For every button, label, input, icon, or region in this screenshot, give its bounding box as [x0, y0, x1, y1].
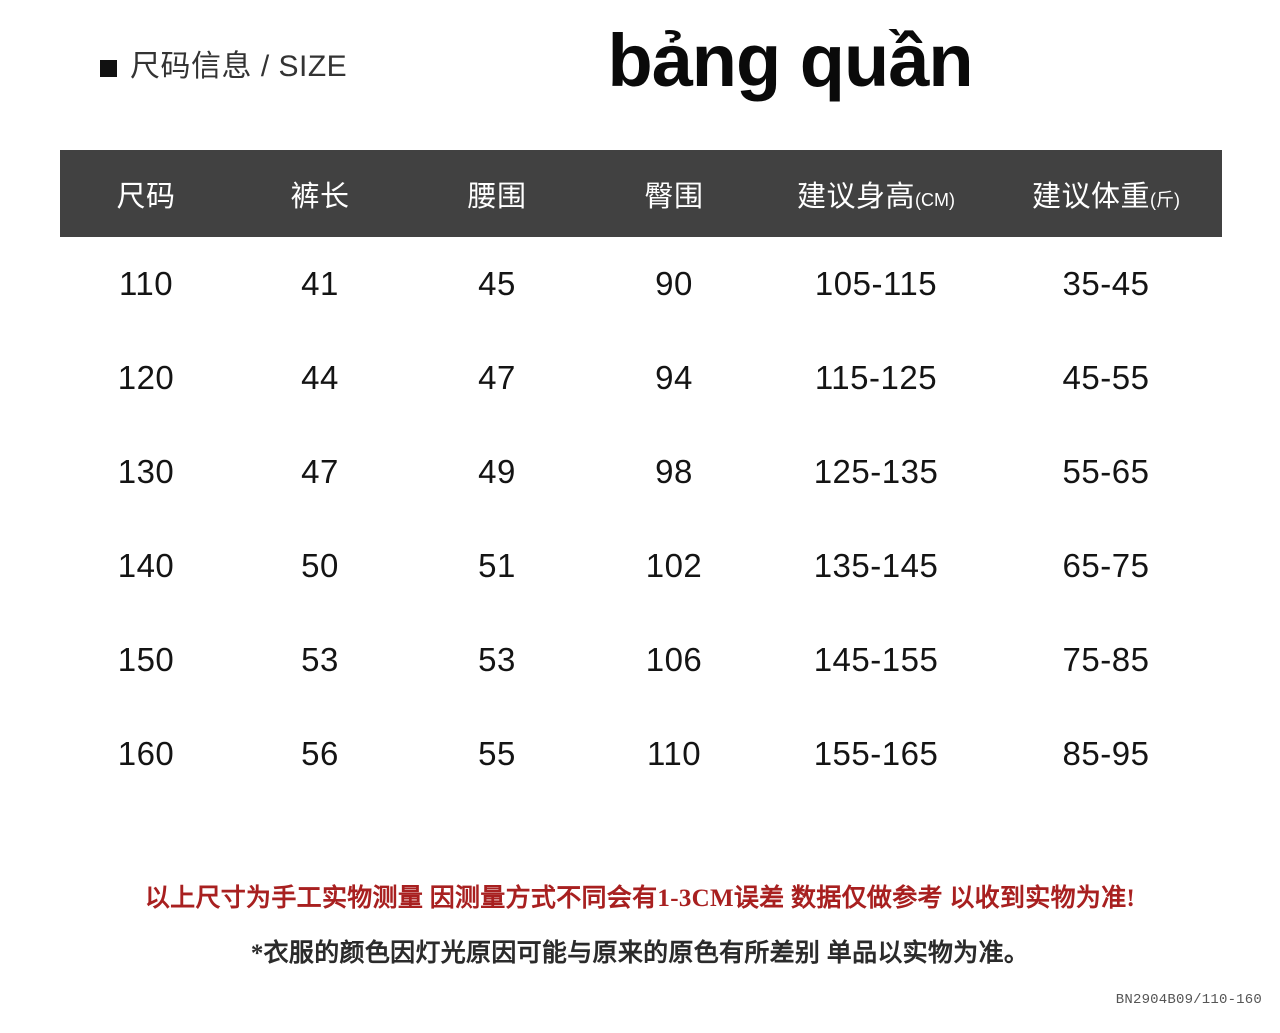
cell-size: 140 — [60, 519, 232, 613]
column-header-weight: 建议体重(斤) — [990, 150, 1222, 237]
cell-weight: 75-85 — [990, 613, 1222, 707]
cell-height: 155-165 — [762, 707, 990, 801]
column-header-pant-length: 裤长 — [232, 150, 408, 237]
cell-pant-length: 44 — [232, 331, 408, 425]
cell-height: 105-115 — [762, 237, 990, 331]
cell-hip: 94 — [586, 331, 762, 425]
cell-hip: 106 — [586, 613, 762, 707]
cell-height: 115-125 — [762, 331, 990, 425]
cell-size: 110 — [60, 237, 232, 331]
column-header-height: 建议身高(CM) — [762, 150, 990, 237]
table-body: 110 41 45 90 105-115 35-45 120 44 47 94 … — [60, 237, 1222, 801]
cell-size: 130 — [60, 425, 232, 519]
column-header-hip-label: 臀围 — [644, 180, 704, 213]
column-header-weight-label: 建议体重 — [1031, 180, 1150, 213]
column-header-weight-unit: (斤) — [1150, 189, 1180, 210]
size-info-text: 尺码信息 / SIZE — [130, 50, 348, 83]
cell-hip: 110 — [586, 707, 762, 801]
size-info-label: 尺码信息 / SIZE — [100, 52, 347, 82]
black-square-bullet-icon — [100, 60, 117, 77]
cell-size: 120 — [60, 331, 232, 425]
cell-weight: 35-45 — [990, 237, 1222, 331]
column-header-pant-length-label: 裤长 — [290, 180, 350, 213]
table-row: 110 41 45 90 105-115 35-45 — [60, 237, 1222, 331]
cell-waist: 51 — [408, 519, 586, 613]
cell-weight: 85-95 — [990, 707, 1222, 801]
column-header-hip: 臀围 — [586, 150, 762, 237]
table-row: 140 50 51 102 135-145 65-75 — [60, 519, 1222, 613]
measurement-disclaimer: 以上尺寸为手工实物测量 因测量方式不同会有1-3CM误差 数据仅做参考 以收到实… — [144, 885, 1136, 912]
cell-pant-length: 50 — [232, 519, 408, 613]
cell-height: 145-155 — [762, 613, 990, 707]
cell-pant-length: 47 — [232, 425, 408, 519]
column-header-size-label: 尺码 — [116, 180, 176, 213]
cell-weight: 55-65 — [990, 425, 1222, 519]
page-title: bảng quần — [607, 19, 973, 102]
cell-waist: 55 — [408, 707, 586, 801]
color-disclaimer: *衣服的颜色因灯光原因可能与原来的原色有所差别 单品以实物为准。 — [250, 940, 1030, 967]
column-header-height-unit: (CM) — [915, 189, 955, 210]
cell-waist: 45 — [408, 237, 586, 331]
cell-hip: 102 — [586, 519, 762, 613]
cell-height: 135-145 — [762, 519, 990, 613]
cell-hip: 90 — [586, 237, 762, 331]
table-header-row: 尺码 裤长 腰围 臀围 建议身高(CM) 建议体重(斤) — [60, 150, 1222, 237]
cell-size: 150 — [60, 613, 232, 707]
cell-size: 160 — [60, 707, 232, 801]
table-row: 150 53 53 106 145-155 75-85 — [60, 613, 1222, 707]
table-row: 160 56 55 110 155-165 85-95 — [60, 707, 1222, 801]
cell-hip: 98 — [586, 425, 762, 519]
cell-waist: 53 — [408, 613, 586, 707]
cell-weight: 45-55 — [990, 331, 1222, 425]
column-header-height-label: 建议身高 — [797, 180, 916, 213]
cell-pant-length: 53 — [232, 613, 408, 707]
table-row: 130 47 49 98 125-135 55-65 — [60, 425, 1222, 519]
cell-pant-length: 56 — [232, 707, 408, 801]
table-row: 120 44 47 94 115-125 45-55 — [60, 331, 1222, 425]
cell-height: 125-135 — [762, 425, 990, 519]
page-header: 尺码信息 / SIZE bảng quần — [0, 0, 1280, 150]
cell-waist: 49 — [408, 425, 586, 519]
product-code: BN2904B09/110-160 — [1115, 992, 1262, 1008]
cell-weight: 65-75 — [990, 519, 1222, 613]
cell-waist: 47 — [408, 331, 586, 425]
column-header-waist: 腰围 — [408, 150, 586, 237]
column-header-size: 尺码 — [60, 150, 232, 237]
table-header: 尺码 裤长 腰围 臀围 建议身高(CM) 建议体重(斤) — [60, 150, 1222, 237]
cell-pant-length: 41 — [232, 237, 408, 331]
size-chart-container: 尺码 裤长 腰围 臀围 建议身高(CM) 建议体重(斤) 110 41 45 9… — [60, 150, 1222, 801]
size-chart-table: 尺码 裤长 腰围 臀围 建议身高(CM) 建议体重(斤) 110 41 45 9… — [60, 150, 1222, 801]
column-header-waist-label: 腰围 — [467, 180, 527, 213]
